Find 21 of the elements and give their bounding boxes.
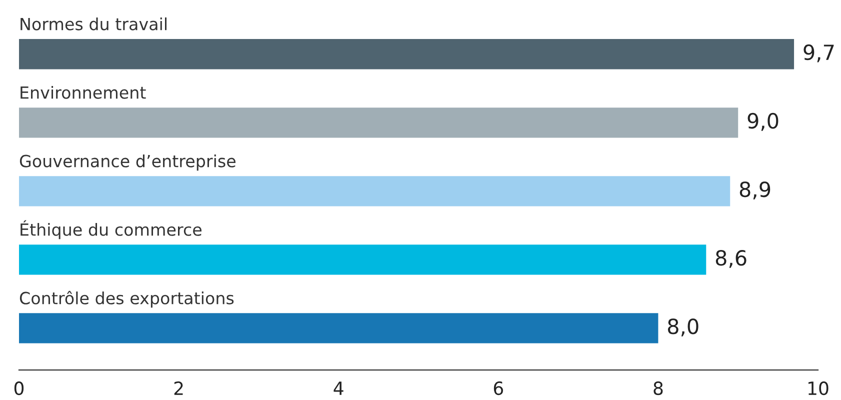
x-tick-label: 4 xyxy=(334,382,344,395)
data-label: 8,0 xyxy=(668,318,698,336)
x-tick-label: 2 xyxy=(174,381,183,395)
x-tick-label: 10 xyxy=(808,381,828,396)
data-label: 9,0 xyxy=(748,112,778,131)
data-label: 8,6 xyxy=(716,250,746,268)
data-label: 8,9 xyxy=(740,181,770,200)
x-tick-label: 6 xyxy=(494,381,504,396)
bar xyxy=(19,108,738,138)
y-tick-label: Éthique du commerce xyxy=(20,220,202,240)
bar xyxy=(19,176,730,206)
data-label: 9,7 xyxy=(804,44,834,62)
bar xyxy=(19,244,706,275)
bar xyxy=(19,313,658,344)
x-tick-label: 0 xyxy=(14,381,24,396)
y-tick-label: Contrôle des exportations xyxy=(20,290,234,308)
x-tick-label: 8 xyxy=(654,381,663,396)
y-tick-label: Environnement xyxy=(20,86,146,99)
y-tick-label: Normes du travail xyxy=(20,17,167,30)
bar xyxy=(19,39,794,70)
y-tick-label: Gouvernance d’entreprise xyxy=(20,154,236,171)
